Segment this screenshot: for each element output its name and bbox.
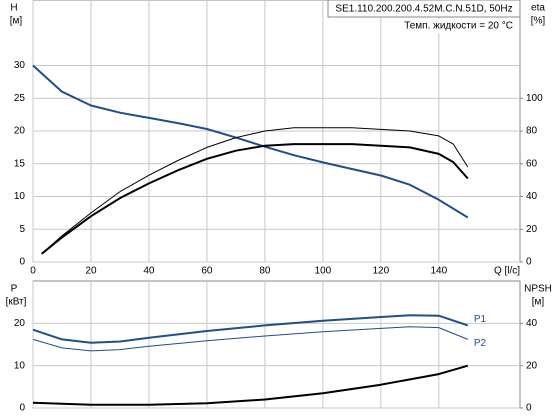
curve	[41, 143, 469, 255]
y2-tick-label: 100	[526, 93, 543, 104]
y2-axis-label: NPSH	[524, 284, 552, 295]
y-tick-label: 30	[14, 60, 26, 71]
y2-tick-label: 40	[526, 318, 538, 329]
y2-tick-label: 80	[526, 126, 538, 137]
y-tick-label: 25	[14, 93, 26, 104]
x-tick-label: 20	[85, 266, 97, 277]
chart-subtitle: Темп. жидкости = 20 °C	[404, 21, 513, 32]
title-box	[327, 0, 521, 18]
curve	[32, 314, 469, 344]
curve	[32, 364, 469, 406]
x-tick-label: 40	[143, 266, 155, 277]
y2-axis-unit: [м]	[532, 297, 545, 308]
curve	[32, 64, 469, 219]
x-axis-label: Q [l/c]	[494, 266, 520, 277]
y-tick-label: 5	[19, 224, 25, 235]
y-axis-unit: [м]	[10, 16, 23, 27]
y-axis-label: P	[11, 284, 18, 295]
y2-tick-label: 40	[526, 191, 538, 202]
y-tick-label: 10	[14, 191, 26, 202]
y-tick-label: 0	[19, 257, 25, 268]
series-label: P2	[474, 338, 487, 349]
y2-tick-label: 60	[526, 158, 538, 169]
plot-frame	[32, 280, 521, 409]
y2-tick-label: 20	[526, 224, 538, 235]
y-axis-unit: [кВт]	[6, 297, 27, 308]
y-axis-label: H	[10, 3, 17, 14]
y-tick-label: 0	[19, 403, 25, 414]
y2-tick-label: 20	[526, 360, 538, 371]
curve	[32, 326, 468, 352]
y-tick-label: 20	[14, 318, 26, 329]
y2-tick-label: 0	[526, 257, 532, 268]
y-tick-label: 10	[14, 360, 26, 371]
curve	[41, 127, 469, 255]
x-tick-label: 0	[30, 266, 36, 277]
y-tick-label: 15	[14, 158, 26, 169]
y2-tick-label: 0	[526, 403, 532, 414]
x-tick-label: 60	[201, 266, 213, 277]
x-tick-label: 120	[373, 266, 390, 277]
subtitle-bg	[394, 19, 516, 33]
x-tick-label: 100	[315, 266, 332, 277]
series-label: P1	[474, 314, 487, 325]
x-tick-label: 80	[259, 266, 271, 277]
y2-axis-label: eta	[531, 3, 545, 14]
x-tick-label: 140	[430, 266, 447, 277]
y2-axis-unit: [%]	[531, 16, 546, 27]
y-tick-label: 20	[14, 126, 26, 137]
chart-title: SE1.110.200.200.4.52M.C.N.51D, 50Hz	[335, 4, 512, 15]
